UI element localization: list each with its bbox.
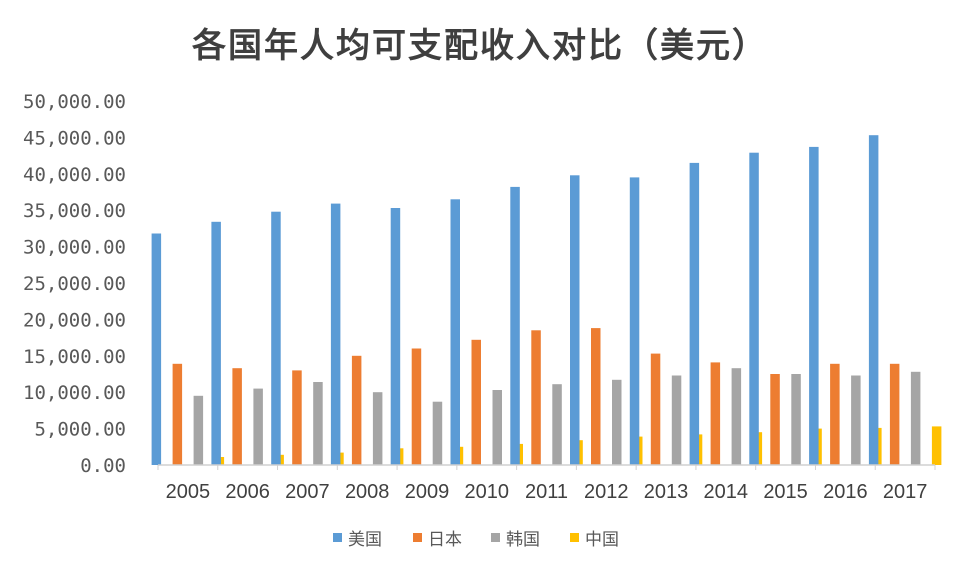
- y-tick-label: 50,000.00: [23, 91, 126, 113]
- bar-2015-2: [770, 374, 780, 465]
- legend-swatch: [491, 533, 500, 542]
- bar-2005-3: [193, 395, 204, 465]
- bar-2008-3: [372, 392, 383, 465]
- bar-2012-2: [591, 328, 601, 465]
- legend-swatch: [413, 533, 422, 542]
- x-tick-label: 2015: [763, 481, 808, 503]
- bar-2016-2: [830, 363, 840, 465]
- bar-2012-3: [612, 379, 622, 465]
- y-tick-label: 15,000.00: [23, 346, 126, 368]
- bar-2014-2: [710, 362, 721, 465]
- x-tick-label: 2009: [405, 481, 450, 503]
- y-tick-label: 35,000.00: [23, 200, 126, 222]
- bars: [151, 135, 942, 466]
- bar-2008-1: [330, 203, 341, 465]
- y-tick-label: 5,000.00: [34, 419, 126, 441]
- y-tick-label: 40,000.00: [23, 164, 126, 186]
- legend-swatch: [570, 533, 579, 542]
- x-tick-label: 2007: [285, 481, 330, 503]
- bar-2014-3: [731, 368, 742, 465]
- legend-swatch: [333, 533, 342, 542]
- y-axis: 0.00 5,000.00 10,000.00 15,000.00 20,000.00 2…: [23, 91, 126, 477]
- y-tick-label: 45,000.00: [23, 127, 126, 149]
- bar-2017-4: [931, 426, 942, 465]
- bar-2013-1: [629, 177, 640, 465]
- x-axis: 2005 2006 2007 2008 2009 2010 2011 2012 2013 2014…: [157, 465, 936, 503]
- x-tick-label: 2014: [704, 481, 749, 503]
- bar-2006-2: [232, 368, 242, 465]
- bar-2009-1: [390, 208, 401, 465]
- x-tick-label: 2017: [883, 481, 928, 503]
- legend-label: 中国: [585, 530, 619, 550]
- bar-2005-2: [172, 363, 183, 465]
- bar-2013-2: [650, 353, 661, 465]
- bar-2017-1: [868, 135, 879, 465]
- x-tick-label: 2012: [584, 481, 629, 503]
- bar-2007-2: [292, 370, 302, 465]
- bar-2014-1: [689, 162, 700, 465]
- chart-title: 各国年人均可支配收入对比（美元）: [192, 26, 768, 66]
- bar-2009-3: [432, 401, 443, 465]
- bar-2010-2: [471, 339, 481, 465]
- bar-2015-3: [791, 374, 801, 465]
- bar-2008-2: [351, 355, 362, 465]
- bar-2010-3: [492, 390, 502, 465]
- bar-2011-3: [552, 384, 562, 465]
- bar-2017-2: [889, 363, 900, 465]
- y-tick-label: 20,000.00: [23, 309, 126, 331]
- bar-2016-3: [851, 375, 861, 465]
- x-tick-label: 2013: [644, 481, 689, 503]
- x-tick-label: 2006: [225, 481, 270, 503]
- y-tick-label: 30,000.00: [23, 237, 126, 259]
- legend-label: 韩国: [506, 530, 540, 550]
- y-tick-label: 0.00: [80, 455, 126, 477]
- bar-2015-1: [749, 152, 759, 465]
- bar-2006-3: [253, 388, 263, 465]
- x-tick-label: 2010: [464, 481, 509, 503]
- x-tick-label: 2008: [345, 481, 390, 503]
- bar-2016-1: [809, 146, 819, 465]
- y-tick-label: 25,000.00: [23, 273, 126, 295]
- legend-label: 日本: [428, 530, 462, 550]
- legend-label: 美国: [348, 530, 382, 550]
- bar-2013-3: [671, 375, 682, 465]
- bar-2007-3: [313, 382, 323, 465]
- bar-2010-1: [450, 199, 460, 466]
- legend: 美国 日本 韩国 中国: [333, 530, 619, 550]
- bar-2012-1: [570, 175, 580, 466]
- bar-2005-1: [151, 233, 162, 465]
- bar-2007-1: [271, 211, 281, 465]
- x-tick-label: 2011: [525, 481, 568, 503]
- x-tick-label: 2016: [823, 481, 868, 503]
- bar-2017-3: [910, 371, 921, 465]
- y-tick-label: 10,000.00: [23, 382, 126, 404]
- bar-2006-1: [211, 221, 221, 465]
- bar-2009-2: [411, 348, 422, 465]
- bar-2011-1: [510, 186, 520, 465]
- bar-2011-2: [531, 330, 541, 465]
- x-tick-label: 2005: [166, 481, 211, 503]
